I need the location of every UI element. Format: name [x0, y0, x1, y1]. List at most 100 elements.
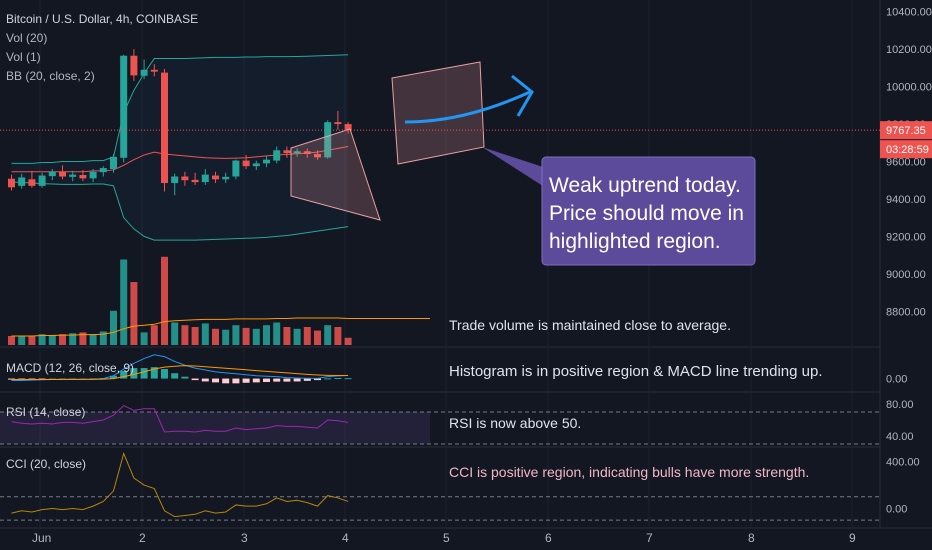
- bollinger-bands: [11, 54, 349, 241]
- volume-bar-28: [293, 328, 301, 345]
- candle-body-25: [263, 159, 270, 164]
- price-tick-7: 9000.00: [886, 269, 926, 281]
- macd-hist-20: [212, 378, 219, 383]
- time-label-3: 4: [342, 531, 349, 545]
- highlight-box-1: [290, 128, 381, 221]
- rsi-pane: [0, 405, 880, 445]
- volume-bar-6: [69, 333, 77, 345]
- candle-body-5: [59, 171, 66, 177]
- macd-signal-line: [11, 365, 349, 381]
- macd-hist-26: [273, 378, 281, 382]
- rsi-note[interactable]: RSI is now above 50.: [449, 415, 581, 431]
- volume-bar-33: [344, 337, 352, 345]
- macd-hist-14: [150, 367, 158, 379]
- volume-bar-19: [201, 323, 209, 345]
- bollinger-basis: [11, 146, 349, 173]
- callout-pointer: [482, 147, 546, 188]
- callout[interactable]: Weak uptrend today. Price should move in…: [482, 147, 756, 266]
- volume-bar-11: [120, 259, 128, 345]
- callout-box: [541, 156, 756, 266]
- time-label-5: 6: [545, 531, 552, 545]
- bollinger-fill: [11, 54, 349, 241]
- price-tick-4: 9600.00: [886, 157, 926, 169]
- candle-body-3: [38, 175, 46, 186]
- macd-hist-18: [191, 378, 199, 381]
- candle-body-31: [324, 122, 332, 158]
- volume-bar-21: [222, 329, 230, 345]
- volume-bar-17: [181, 325, 189, 345]
- volume-bar-25: [263, 325, 270, 345]
- candle-body-17: [181, 176, 189, 181]
- cci-tick-1: 0.00: [886, 503, 907, 515]
- time-label-6: 7: [646, 531, 653, 545]
- macd-hist-27: [283, 378, 291, 382]
- cci-label[interactable]: CCI (20, close): [6, 457, 86, 471]
- volume-bar-16: [171, 322, 179, 345]
- candle-body-13: [140, 69, 148, 76]
- rsi-tick-0: 80.00: [886, 399, 914, 411]
- volume-bar-15: [161, 256, 168, 345]
- volume-bar-9: [99, 331, 107, 345]
- volume-bar-13: [140, 332, 148, 345]
- volume-bar-23: [242, 327, 250, 345]
- volume-bar-29: [303, 327, 311, 345]
- macd-note[interactable]: Histogram is in positive region & MACD l…: [449, 363, 823, 380]
- indicator-vol1[interactable]: Vol (1): [6, 50, 41, 64]
- candle-body-6: [69, 174, 77, 177]
- volume-bar-1: [18, 336, 26, 345]
- volume-bar-12: [130, 282, 138, 345]
- macd-hist-29: [303, 378, 311, 381]
- symbol-title[interactable]: Bitcoin / U.S. Dollar, 4h, COINBASE: [6, 12, 198, 26]
- candle-body-20: [212, 175, 219, 180]
- last-price-value: 9767.35: [886, 125, 926, 137]
- macd-hist-28: [293, 378, 301, 382]
- macd-hist-21: [222, 378, 230, 384]
- macd-label[interactable]: MACD (12, 26, close, 9): [6, 361, 134, 375]
- volume-bar-31: [324, 325, 332, 345]
- volume-note[interactable]: Trade volume is maintained close to aver…: [449, 317, 731, 333]
- volume-bar-27: [283, 327, 291, 345]
- rsi-band-fill: [0, 412, 430, 444]
- macd-tick-0: 0.00: [886, 374, 907, 386]
- macd-hist-32: [334, 378, 342, 379]
- callout-line-1: Weak uptrend today.: [549, 174, 741, 197]
- volume-bar-20: [212, 328, 219, 345]
- macd-hist-33: [344, 378, 352, 380]
- volume-bar-5: [59, 334, 66, 345]
- candle-body-33: [344, 124, 352, 131]
- indicator-bollinger[interactable]: BB (20, close, 2): [6, 69, 95, 83]
- candle-body-27: [283, 150, 291, 154]
- candle-body-21: [222, 176, 230, 180]
- volume-bar-26: [273, 322, 281, 345]
- candlestick-series[interactable]: [8, 49, 352, 196]
- candle-body-8: [89, 171, 97, 179]
- macd-hist-17: [181, 376, 189, 379]
- candle-body-1: [18, 177, 26, 186]
- price-tick-8: 8800.00: [886, 306, 926, 318]
- volume-pane: [8, 256, 430, 345]
- volume-bar-8: [89, 334, 97, 345]
- user-drawings[interactable]: [290, 61, 534, 221]
- price-tick-5: 9400.00: [886, 194, 926, 206]
- candle-body-22: [232, 160, 240, 177]
- candle-body-24: [252, 163, 260, 167]
- cci-line: [11, 451, 349, 518]
- candle-body-30: [314, 154, 321, 158]
- volume-bar-4: [48, 335, 56, 345]
- candle-body-7: [79, 174, 87, 179]
- macd-hist-31: [324, 378, 332, 380]
- macd-hist-19: [201, 378, 209, 382]
- rsi-label[interactable]: RSI (14, close): [6, 405, 85, 419]
- indicator-vol20[interactable]: Vol (20): [6, 31, 47, 45]
- volume-bar-0: [8, 336, 15, 345]
- bollinger-lower: [11, 181, 349, 241]
- candle-body-4: [48, 171, 56, 177]
- macd-hist-23: [242, 378, 250, 383]
- time-label-4: 5: [443, 531, 450, 545]
- volume-bar-24: [252, 328, 260, 345]
- cci-note[interactable]: CCI is positive region, indicating bulls…: [449, 464, 809, 480]
- candle-body-2: [28, 179, 36, 186]
- cci-tick-0: 400.00: [886, 457, 920, 469]
- forecast-arrowhead: [511, 74, 534, 117]
